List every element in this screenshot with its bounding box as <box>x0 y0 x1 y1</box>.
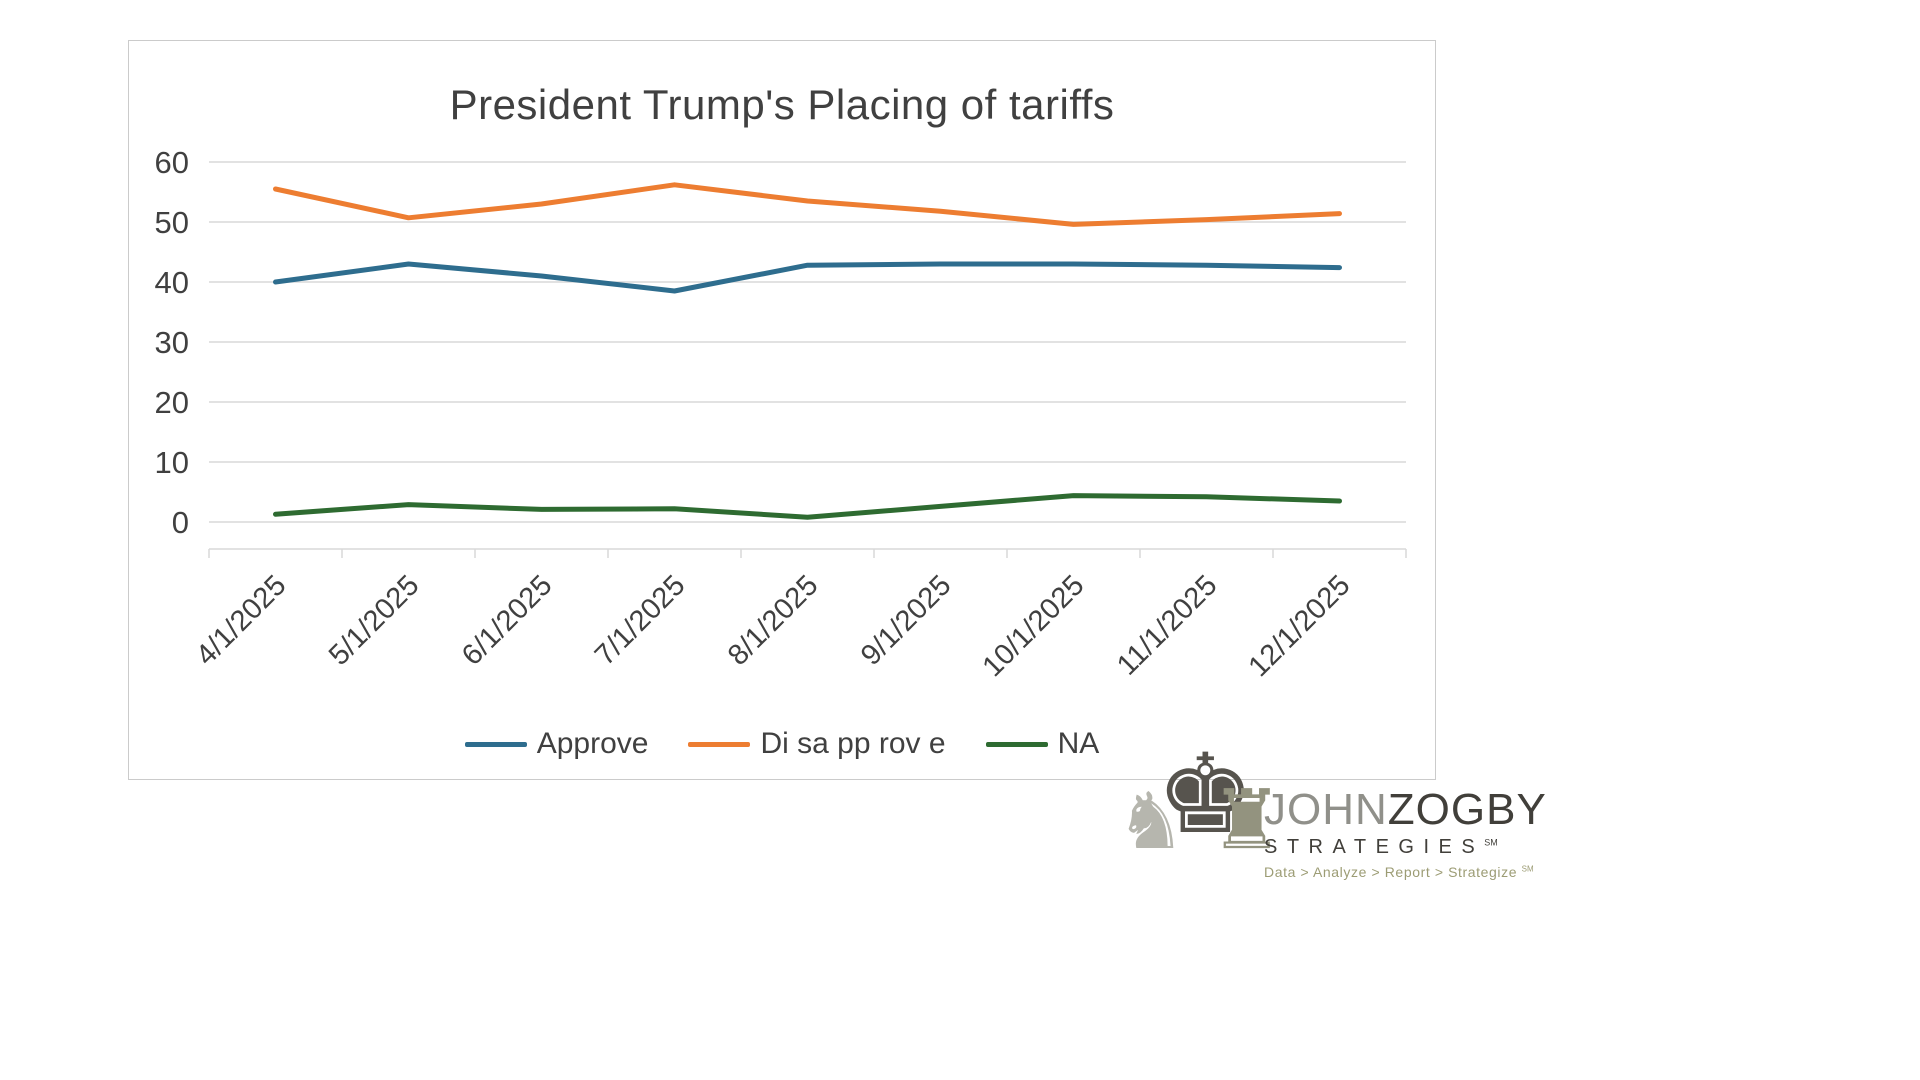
chess-knight-icon: ♞ <box>1116 777 1186 865</box>
brand-tagline-text: Data > Analyze > Report > Strategize <box>1264 864 1518 880</box>
legend-label: Di sa pp rov e <box>760 727 946 760</box>
y-axis-label: 40 <box>155 265 189 300</box>
chart-panel: 0 10 20 30 40 50 60 4/1/2025 5/1/2025 6/1/2025 7/1… <box>128 40 1436 780</box>
legend-item: NA <box>985 727 1100 761</box>
brand-subtitle-text: STRATEGIES <box>1264 836 1485 858</box>
x-axis-label: 4/1/2025 <box>190 569 292 671</box>
y-axis-label: 0 <box>172 505 189 540</box>
x-axis-label: 11/1/2025 <box>1111 569 1223 681</box>
y-axis-label: 50 <box>155 205 189 240</box>
legend-swatch <box>464 741 527 747</box>
legend-item: Di sa pp rov e <box>688 727 946 761</box>
series-line-approve <box>273 261 1342 294</box>
john-zogby-strategies-logo: ♞ ♚ ♜ JOHNZOGBY STRATEGIESSM Data > Anal… <box>1112 738 1582 888</box>
legend-label: Approve <box>536 727 649 760</box>
legend-item: Approve <box>464 727 649 761</box>
y-axis-label: 60 <box>155 145 189 180</box>
x-axis-label: 5/1/2025 <box>323 569 425 671</box>
y-axis-label: 20 <box>155 385 189 420</box>
y-axis-label: 10 <box>155 445 189 480</box>
brand-subtitle: STRATEGIESSM <box>1264 836 1547 859</box>
chess-king-icon: ♚ <box>1156 733 1255 856</box>
x-axis-label: 8/1/2025 <box>722 569 824 671</box>
legend-label: NA <box>1057 727 1100 760</box>
brand-name-zogby: ZOGBY <box>1387 785 1547 834</box>
line-chart-plot: 0 10 20 30 40 50 60 4/1/2025 5/1/2025 6/1/2025 7/1… <box>155 145 1407 683</box>
x-axis-label: 9/1/2025 <box>855 569 957 671</box>
legend-swatch <box>688 741 751 747</box>
series-line-na <box>273 493 1342 520</box>
brand-name-john: JOHN <box>1264 785 1388 834</box>
chart-legend: Approve Di sa pp rov e NA <box>129 727 1435 761</box>
x-axis-label: 7/1/2025 <box>589 569 691 671</box>
logo-text: JOHNZOGBY STRATEGIESSM Data > Analyze > … <box>1264 788 1547 881</box>
chart-title: President Trump's Placing of tariffs <box>449 81 1115 128</box>
x-axis-label: 6/1/2025 <box>456 569 558 671</box>
x-axis-label: 12/1/2025 <box>1243 569 1357 683</box>
tagline-service-mark: SM <box>1521 864 1534 874</box>
x-axis-label: 10/1/2025 <box>977 569 1091 683</box>
chess-rook-icon: ♜ <box>1210 775 1284 866</box>
brand-name: JOHNZOGBY <box>1264 788 1547 832</box>
brand-tagline: Data > Analyze > Report > Strategize SM <box>1264 864 1547 880</box>
service-mark: SM <box>1484 837 1498 848</box>
legend-swatch <box>985 741 1048 747</box>
y-axis-label: 30 <box>155 325 189 360</box>
series-line-di-sa-pp-rov-e <box>273 182 1342 227</box>
